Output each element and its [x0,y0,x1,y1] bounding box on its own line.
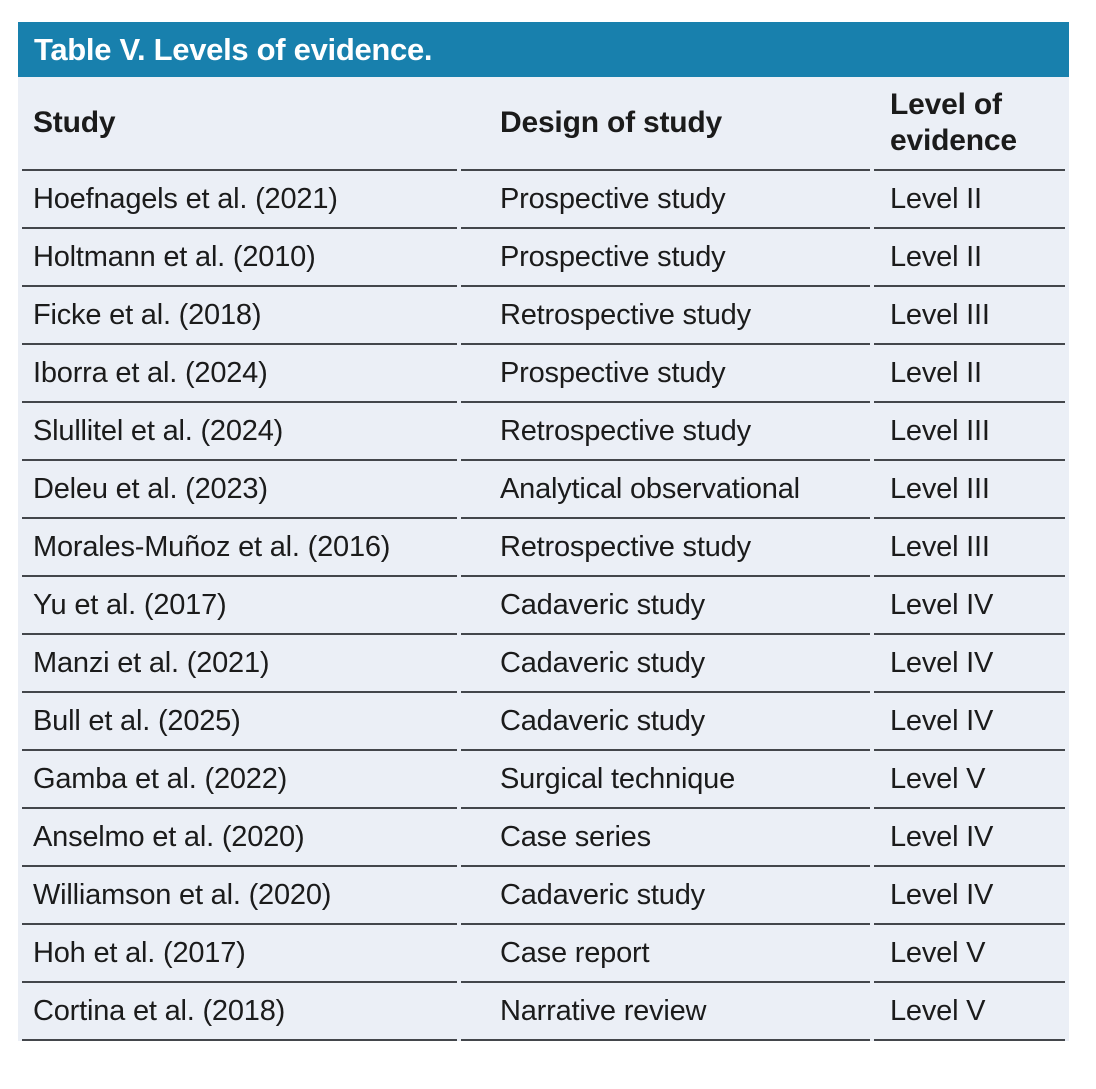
design-cell: Analytical observational [461,461,870,519]
level-cell: Level V [874,983,1065,1041]
table-title-bar: Table V. Levels of evidence. [18,22,1069,77]
table-row: Yu et al. (2017) Cadaveric study Level IV [22,577,1065,635]
study-cell: Ficke et al. (2018) [22,287,457,345]
study-cell: Anselmo et al. (2020) [22,809,457,867]
design-cell: Prospective study [461,171,870,229]
study-cell: Williamson et al. (2020) [22,867,457,925]
design-cell: Cadaveric study [461,867,870,925]
evidence-table: Study Design of study Level of evidence … [18,77,1069,1041]
study-cell: Morales-Muñoz et al. (2016) [22,519,457,577]
design-cell: Case series [461,809,870,867]
column-header-design: Design of study [461,77,870,171]
column-header-study: Study [22,77,457,171]
table-row: Anselmo et al. (2020) Case series Level IV [22,809,1065,867]
study-cell: Cortina et al. (2018) [22,983,457,1041]
design-cell: Cadaveric study [461,577,870,635]
design-cell: Narrative review [461,983,870,1041]
level-cell: Level IV [874,635,1065,693]
study-cell: Iborra et al. (2024) [22,345,457,403]
table-header-row: Study Design of study Level of evidence [22,77,1065,171]
table-row: Ficke et al. (2018) Retrospective study Le… [22,287,1065,345]
level-cell: Level II [874,345,1065,403]
level-cell: Level IV [874,577,1065,635]
table-row: Hoh et al. (2017) Case report Level V [22,925,1065,983]
table-title: Table V. Levels of evidence. [34,31,433,67]
table-row: Gamba et al. (2022) Surgical technique Lev… [22,751,1065,809]
table-container: Table V. Levels of evidence. Study Desig… [18,22,1069,1041]
level-cell: Level V [874,751,1065,809]
table-row: Morales-Muñoz et al. (2016) Retrospective… [22,519,1065,577]
level-cell: Level III [874,461,1065,519]
study-cell: Deleu et al. (2023) [22,461,457,519]
design-cell: Surgical technique [461,751,870,809]
study-cell: Yu et al. (2017) [22,577,457,635]
table-body: Hoefnagels et al. (2021) Prospective stud… [22,171,1065,1041]
table-row: Cortina et al. (2018) Narrative review Lev… [22,983,1065,1041]
study-cell: Manzi et al. (2021) [22,635,457,693]
table-row: Manzi et al. (2021) Cadaveric study Level … [22,635,1065,693]
study-cell: Gamba et al. (2022) [22,751,457,809]
level-cell: Level III [874,287,1065,345]
design-cell: Cadaveric study [461,635,870,693]
design-cell: Retrospective study [461,519,870,577]
study-cell: Slullitel et al. (2024) [22,403,457,461]
study-cell: Holtmann et al. (2010) [22,229,457,287]
design-cell: Case report [461,925,870,983]
study-cell: Bull et al. (2025) [22,693,457,751]
level-cell: Level II [874,171,1065,229]
design-cell: Retrospective study [461,403,870,461]
level-cell: Level IV [874,693,1065,751]
study-cell: Hoh et al. (2017) [22,925,457,983]
design-cell: Prospective study [461,345,870,403]
design-cell: Prospective study [461,229,870,287]
column-header-level: Level of evidence [874,77,1065,171]
level-cell: Level III [874,403,1065,461]
level-cell: Level II [874,229,1065,287]
table-row: Slullitel et al. (2024) Retrospective stu… [22,403,1065,461]
table-row: Hoefnagels et al. (2021) Prospective stud… [22,171,1065,229]
design-cell: Retrospective study [461,287,870,345]
level-cell: Level IV [874,867,1065,925]
level-cell: Level V [874,925,1065,983]
level-cell: Level III [874,519,1065,577]
table-row: Bull et al. (2025) Cadaveric study Level I… [22,693,1065,751]
table-row: Williamson et al. (2020) Cadaveric study L… [22,867,1065,925]
study-cell: Hoefnagels et al. (2021) [22,171,457,229]
table-row: Holtmann et al. (2010) Prospective study L… [22,229,1065,287]
table-row: Iborra et al. (2024) Prospective study Lev… [22,345,1065,403]
level-cell: Level IV [874,809,1065,867]
table-row: Deleu et al. (2023) Analytical observatio… [22,461,1065,519]
design-cell: Cadaveric study [461,693,870,751]
